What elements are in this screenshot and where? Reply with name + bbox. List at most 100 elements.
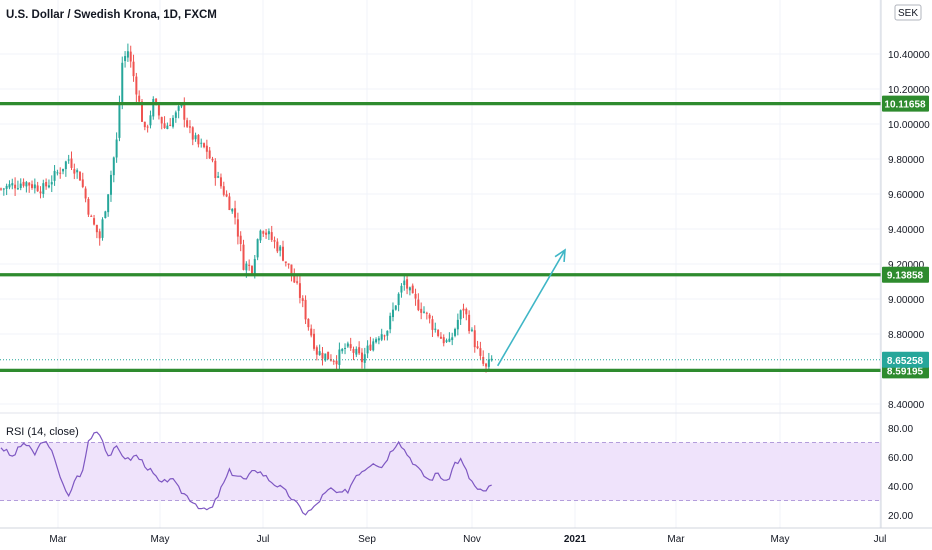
rsi-title: RSI (14, close) xyxy=(6,426,79,438)
candle-body xyxy=(383,335,386,337)
time-axis[interactable]: Mar May Jul Sep Nov 2021 Mar May Jul xyxy=(49,534,886,545)
candle-body xyxy=(22,181,25,186)
candle-body xyxy=(420,308,423,313)
candle-body xyxy=(56,172,59,174)
rsi-tick-label: 40.00 xyxy=(888,482,913,493)
candle-body xyxy=(234,208,237,218)
time-tick-label: Jul xyxy=(874,534,887,545)
price-tick-label: 8.80000 xyxy=(888,330,925,341)
candle-body xyxy=(273,240,276,242)
candle-body xyxy=(53,170,56,181)
time-tick-label: May xyxy=(771,534,790,545)
candle-body xyxy=(157,105,160,116)
rsi-band-fill xyxy=(0,442,881,501)
candle-body xyxy=(163,123,166,129)
candle-body xyxy=(267,231,270,235)
candle-body xyxy=(470,329,473,331)
time-tick-label: Jul xyxy=(257,534,270,545)
candle-body xyxy=(242,244,245,270)
level-label: 9.13858 xyxy=(887,271,924,282)
candle-body xyxy=(454,329,457,336)
candle-body xyxy=(400,285,403,293)
candle-body xyxy=(205,145,208,152)
candle-body xyxy=(315,347,318,355)
candle-body xyxy=(487,359,490,367)
candle-body xyxy=(310,328,313,336)
candle-body xyxy=(394,305,397,310)
candle-body xyxy=(2,188,5,190)
candle-body xyxy=(45,181,48,187)
rsi-line xyxy=(0,431,492,516)
candle-body xyxy=(84,188,87,199)
candle-body xyxy=(98,231,101,239)
candle-body xyxy=(0,188,2,190)
price-tick-label: 10.00000 xyxy=(888,120,930,131)
candle-body xyxy=(403,280,406,286)
candle-body xyxy=(81,179,84,187)
candle-body xyxy=(177,106,180,111)
candle-body xyxy=(414,293,417,299)
candle-body xyxy=(262,231,265,234)
price-tick-label: 10.40000 xyxy=(888,50,930,61)
candle-body xyxy=(465,308,468,315)
candle-body xyxy=(112,157,115,176)
time-tick-label: May xyxy=(151,534,170,545)
candle-body xyxy=(265,232,268,235)
price-tick-label: 9.40000 xyxy=(888,225,925,236)
candle-body xyxy=(321,352,324,359)
candle-body xyxy=(73,169,76,174)
candle-body xyxy=(5,185,8,189)
candle-body xyxy=(335,360,338,365)
currency-badge[interactable] xyxy=(894,4,922,21)
price-tick-label: 9.80000 xyxy=(888,155,925,166)
candle-body xyxy=(341,348,344,352)
candle-body xyxy=(456,319,459,330)
candle-body xyxy=(358,347,361,354)
candle-body xyxy=(284,261,287,263)
candle-body xyxy=(451,337,454,341)
candle-body xyxy=(485,363,488,367)
price-tick-label: 8.40000 xyxy=(888,400,925,411)
price-tick-label: 9.60000 xyxy=(888,190,925,201)
candle-body xyxy=(437,329,440,336)
candle-body xyxy=(417,299,420,311)
time-tick-label: 2021 xyxy=(564,534,587,545)
candle-body xyxy=(214,160,217,179)
candle-body xyxy=(169,124,172,126)
candle-body xyxy=(428,314,431,319)
candle-body xyxy=(149,115,152,126)
rsi-tick-label: 20.00 xyxy=(888,511,913,522)
candle-body xyxy=(318,351,321,356)
candle-body xyxy=(152,98,155,117)
arrow-head xyxy=(554,248,566,263)
candle-body xyxy=(270,232,273,240)
candle-body xyxy=(304,299,307,320)
candle-body xyxy=(377,338,380,341)
candle-body xyxy=(366,345,369,354)
candle-body xyxy=(276,241,279,252)
candle-body xyxy=(344,347,347,349)
candle-body xyxy=(183,102,186,120)
rsi-axis[interactable]: 80.00 60.00 40.00 20.00 xyxy=(888,424,913,522)
candle-body xyxy=(363,354,366,363)
candle-body xyxy=(231,208,234,212)
candle-body xyxy=(126,51,129,58)
candle-body xyxy=(479,348,482,356)
chart-title: U.S. Dollar / Swedish Krona, 1D, FXCM xyxy=(6,9,217,21)
currency-badge-label: SEK xyxy=(898,8,918,19)
rsi-tick-label: 60.00 xyxy=(888,453,913,464)
candle-body xyxy=(135,76,138,95)
candle-body xyxy=(194,135,197,140)
candle-body xyxy=(76,170,79,173)
candle-body xyxy=(248,264,251,266)
candle-body xyxy=(219,177,222,187)
candle-body xyxy=(482,356,485,364)
candle-body xyxy=(369,344,372,351)
candle-body xyxy=(118,102,121,138)
candle-body xyxy=(191,127,194,140)
candle-body xyxy=(287,263,290,265)
candle-body xyxy=(462,308,465,311)
candle-body xyxy=(259,230,262,241)
rsi-series-line xyxy=(0,431,492,516)
candle-body xyxy=(200,142,203,144)
